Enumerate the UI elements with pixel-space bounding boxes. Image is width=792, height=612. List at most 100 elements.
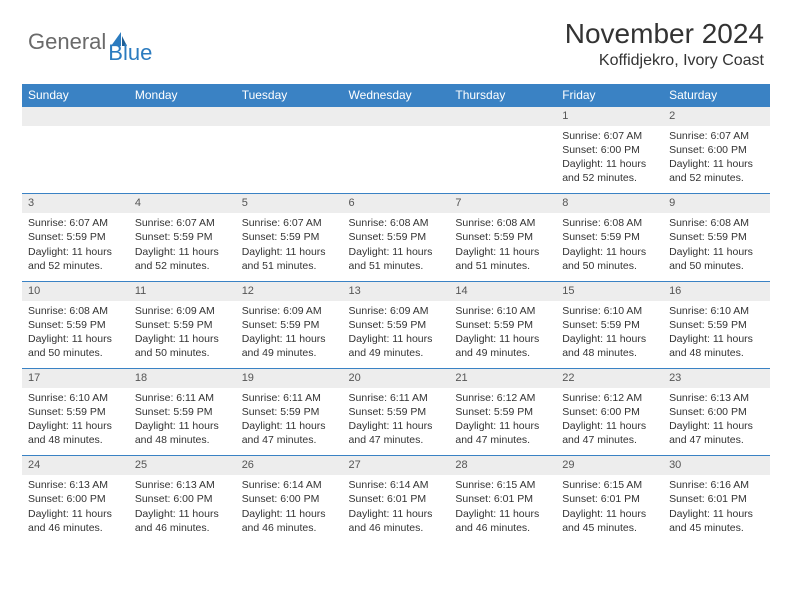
day-number: 9 <box>663 194 770 213</box>
day-cell: Sunrise: 6:09 AMSunset: 5:59 PMDaylight:… <box>129 301 236 369</box>
sunset-text: Sunset: 5:59 PM <box>135 318 230 332</box>
day-cell: Sunrise: 6:16 AMSunset: 6:01 PMDaylight:… <box>663 475 770 543</box>
day-number <box>236 107 343 126</box>
day-number: 18 <box>129 369 236 388</box>
day-number: 28 <box>449 456 556 475</box>
content-row: Sunrise: 6:07 AMSunset: 6:00 PMDaylight:… <box>22 126 770 194</box>
sunset-text: Sunset: 5:59 PM <box>28 230 123 244</box>
sunset-text: Sunset: 5:59 PM <box>135 405 230 419</box>
sunset-text: Sunset: 5:59 PM <box>455 230 550 244</box>
day-cell: Sunrise: 6:13 AMSunset: 6:00 PMDaylight:… <box>22 475 129 543</box>
sunrise-text: Sunrise: 6:12 AM <box>562 391 657 405</box>
weekday-header: Sunday <box>22 84 129 107</box>
content-row: Sunrise: 6:10 AMSunset: 5:59 PMDaylight:… <box>22 388 770 456</box>
day-number: 4 <box>129 194 236 213</box>
day-cell: Sunrise: 6:11 AMSunset: 5:59 PMDaylight:… <box>129 388 236 456</box>
day-number: 12 <box>236 281 343 300</box>
weekday-header: Thursday <box>449 84 556 107</box>
day-number: 8 <box>556 194 663 213</box>
day-cell: Sunrise: 6:15 AMSunset: 6:01 PMDaylight:… <box>556 475 663 543</box>
header: General Blue November 2024 Koffidjekro, … <box>0 0 792 78</box>
daylight-text: Daylight: 11 hours and 52 minutes. <box>562 157 657 185</box>
day-cell: Sunrise: 6:11 AMSunset: 5:59 PMDaylight:… <box>236 388 343 456</box>
calendar-table: Sunday Monday Tuesday Wednesday Thursday… <box>22 84 770 543</box>
sunrise-text: Sunrise: 6:09 AM <box>242 304 337 318</box>
daylight-text: Daylight: 11 hours and 48 minutes. <box>562 332 657 360</box>
sunrise-text: Sunrise: 6:16 AM <box>669 478 764 492</box>
daylight-text: Daylight: 11 hours and 47 minutes. <box>669 419 764 447</box>
sunset-text: Sunset: 6:01 PM <box>669 492 764 506</box>
sunset-text: Sunset: 5:59 PM <box>669 230 764 244</box>
daylight-text: Daylight: 11 hours and 46 minutes. <box>455 507 550 535</box>
day-cell: Sunrise: 6:13 AMSunset: 6:00 PMDaylight:… <box>663 388 770 456</box>
day-number: 30 <box>663 456 770 475</box>
day-number: 21 <box>449 369 556 388</box>
day-number: 27 <box>343 456 450 475</box>
daylight-text: Daylight: 11 hours and 49 minutes. <box>455 332 550 360</box>
daylight-text: Daylight: 11 hours and 50 minutes. <box>135 332 230 360</box>
sunset-text: Sunset: 6:00 PM <box>669 405 764 419</box>
sunrise-text: Sunrise: 6:09 AM <box>135 304 230 318</box>
sunset-text: Sunset: 6:01 PM <box>562 492 657 506</box>
daylight-text: Daylight: 11 hours and 47 minutes. <box>562 419 657 447</box>
day-number: 24 <box>22 456 129 475</box>
day-number <box>22 107 129 126</box>
sunset-text: Sunset: 6:00 PM <box>135 492 230 506</box>
sunrise-text: Sunrise: 6:07 AM <box>135 216 230 230</box>
day-cell: Sunrise: 6:15 AMSunset: 6:01 PMDaylight:… <box>449 475 556 543</box>
sunset-text: Sunset: 5:59 PM <box>242 405 337 419</box>
sunrise-text: Sunrise: 6:10 AM <box>669 304 764 318</box>
sunrise-text: Sunrise: 6:15 AM <box>562 478 657 492</box>
day-cell <box>22 126 129 194</box>
day-number <box>129 107 236 126</box>
sunset-text: Sunset: 6:01 PM <box>349 492 444 506</box>
sunset-text: Sunset: 6:00 PM <box>562 143 657 157</box>
day-cell <box>129 126 236 194</box>
daylight-text: Daylight: 11 hours and 50 minutes. <box>28 332 123 360</box>
title-block: November 2024 Koffidjekro, Ivory Coast <box>565 18 764 70</box>
daylight-text: Daylight: 11 hours and 47 minutes. <box>242 419 337 447</box>
daynum-row: 12 <box>22 107 770 126</box>
content-row: Sunrise: 6:08 AMSunset: 5:59 PMDaylight:… <box>22 301 770 369</box>
daylight-text: Daylight: 11 hours and 45 minutes. <box>669 507 764 535</box>
day-cell: Sunrise: 6:07 AMSunset: 6:00 PMDaylight:… <box>556 126 663 194</box>
sunset-text: Sunset: 5:59 PM <box>562 230 657 244</box>
day-number: 11 <box>129 281 236 300</box>
location: Koffidjekro, Ivory Coast <box>565 52 764 70</box>
day-cell: Sunrise: 6:12 AMSunset: 5:59 PMDaylight:… <box>449 388 556 456</box>
brand-part2: Blue <box>108 40 152 66</box>
sunset-text: Sunset: 5:59 PM <box>669 318 764 332</box>
day-number: 26 <box>236 456 343 475</box>
daylight-text: Daylight: 11 hours and 47 minutes. <box>455 419 550 447</box>
weekday-header: Tuesday <box>236 84 343 107</box>
daylight-text: Daylight: 11 hours and 49 minutes. <box>242 332 337 360</box>
day-cell: Sunrise: 6:09 AMSunset: 5:59 PMDaylight:… <box>236 301 343 369</box>
daynum-row: 10111213141516 <box>22 281 770 300</box>
day-cell: Sunrise: 6:08 AMSunset: 5:59 PMDaylight:… <box>449 213 556 281</box>
day-cell: Sunrise: 6:10 AMSunset: 5:59 PMDaylight:… <box>556 301 663 369</box>
day-number: 16 <box>663 281 770 300</box>
sunset-text: Sunset: 5:59 PM <box>349 318 444 332</box>
weekday-header: Saturday <box>663 84 770 107</box>
brand-logo: General Blue <box>28 18 152 66</box>
sunrise-text: Sunrise: 6:13 AM <box>135 478 230 492</box>
day-cell <box>449 126 556 194</box>
sunrise-text: Sunrise: 6:15 AM <box>455 478 550 492</box>
daylight-text: Daylight: 11 hours and 50 minutes. <box>669 245 764 273</box>
day-number: 19 <box>236 369 343 388</box>
sunrise-text: Sunrise: 6:08 AM <box>455 216 550 230</box>
day-number: 7 <box>449 194 556 213</box>
sunset-text: Sunset: 5:59 PM <box>349 230 444 244</box>
daylight-text: Daylight: 11 hours and 51 minutes. <box>455 245 550 273</box>
day-number <box>449 107 556 126</box>
day-number: 22 <box>556 369 663 388</box>
day-cell: Sunrise: 6:14 AMSunset: 6:00 PMDaylight:… <box>236 475 343 543</box>
daynum-row: 24252627282930 <box>22 456 770 475</box>
day-cell: Sunrise: 6:08 AMSunset: 5:59 PMDaylight:… <box>663 213 770 281</box>
day-cell: Sunrise: 6:12 AMSunset: 6:00 PMDaylight:… <box>556 388 663 456</box>
daynum-row: 3456789 <box>22 194 770 213</box>
sunset-text: Sunset: 5:59 PM <box>349 405 444 419</box>
day-cell <box>343 126 450 194</box>
day-number: 5 <box>236 194 343 213</box>
day-cell: Sunrise: 6:10 AMSunset: 5:59 PMDaylight:… <box>663 301 770 369</box>
